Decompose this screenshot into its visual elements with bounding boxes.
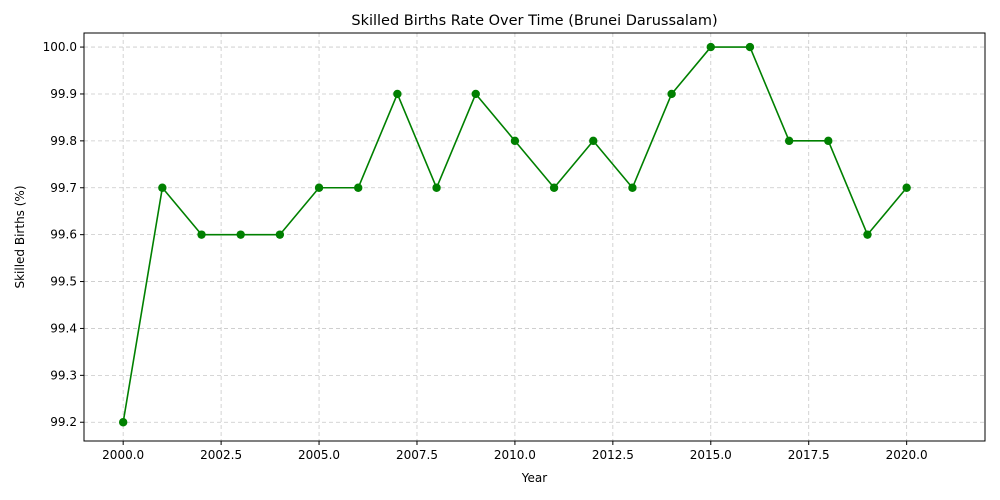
grid (84, 33, 985, 441)
y-axis-label: Skilled Births (%) (13, 185, 27, 288)
data-point (354, 183, 363, 192)
data-point (432, 183, 441, 192)
x-tick-label: 2015.0 (690, 448, 732, 462)
x-tick-label: 2017.5 (788, 448, 830, 462)
data-point (275, 230, 285, 239)
x-tick-label: 2002.5 (200, 448, 242, 462)
y-tick-label: 99.3 (50, 368, 77, 382)
data-point (510, 136, 520, 146)
data-point (314, 183, 324, 192)
data-point (549, 183, 559, 192)
data-point (863, 230, 872, 239)
y-tick-label: 99.8 (50, 134, 77, 148)
data-point (471, 89, 480, 99)
data-point (118, 418, 128, 427)
y-tick-label: 99.2 (50, 415, 77, 429)
x-tick-label: 2000.0 (102, 448, 144, 462)
x-axis: 2000.0 2002.5 2005.0 2007.5 2010.0 2012.5 2015… (102, 441, 928, 462)
x-tick-label: 2010.0 (494, 448, 536, 462)
data-point (745, 42, 755, 52)
y-tick-label: 100.0 (43, 40, 77, 54)
x-tick-label: 2020.0 (886, 448, 928, 462)
x-tick-label: 2007.5 (396, 448, 438, 462)
data-point (706, 42, 715, 52)
data-point (393, 89, 402, 99)
data-point (236, 230, 245, 239)
y-axis: 99.2 99.3 99.4 99.5 99.6 99.7 99.8 99.9 100.0 (43, 40, 84, 429)
data-point (902, 183, 911, 192)
data-point (824, 136, 833, 146)
y-tick-label: 99.4 (50, 321, 77, 335)
data-point (667, 89, 676, 99)
data-point (628, 183, 637, 192)
y-tick-label: 99.9 (50, 87, 77, 101)
x-axis-label: Year (521, 471, 547, 485)
y-tick-label: 99.7 (50, 181, 77, 195)
y-tick-label: 99.5 (50, 275, 77, 289)
series (118, 42, 911, 427)
x-tick-label: 2012.5 (592, 448, 634, 462)
data-point (589, 136, 598, 146)
data-point (197, 230, 206, 239)
chart-title: Skilled Births Rate Over Time (Brunei Da… (351, 13, 717, 29)
y-tick-label: 99.6 (50, 228, 77, 242)
data-point (158, 183, 167, 192)
x-tick-label: 2005.0 (298, 448, 340, 462)
data-point (784, 136, 794, 146)
plot-frame (83, 32, 986, 442)
